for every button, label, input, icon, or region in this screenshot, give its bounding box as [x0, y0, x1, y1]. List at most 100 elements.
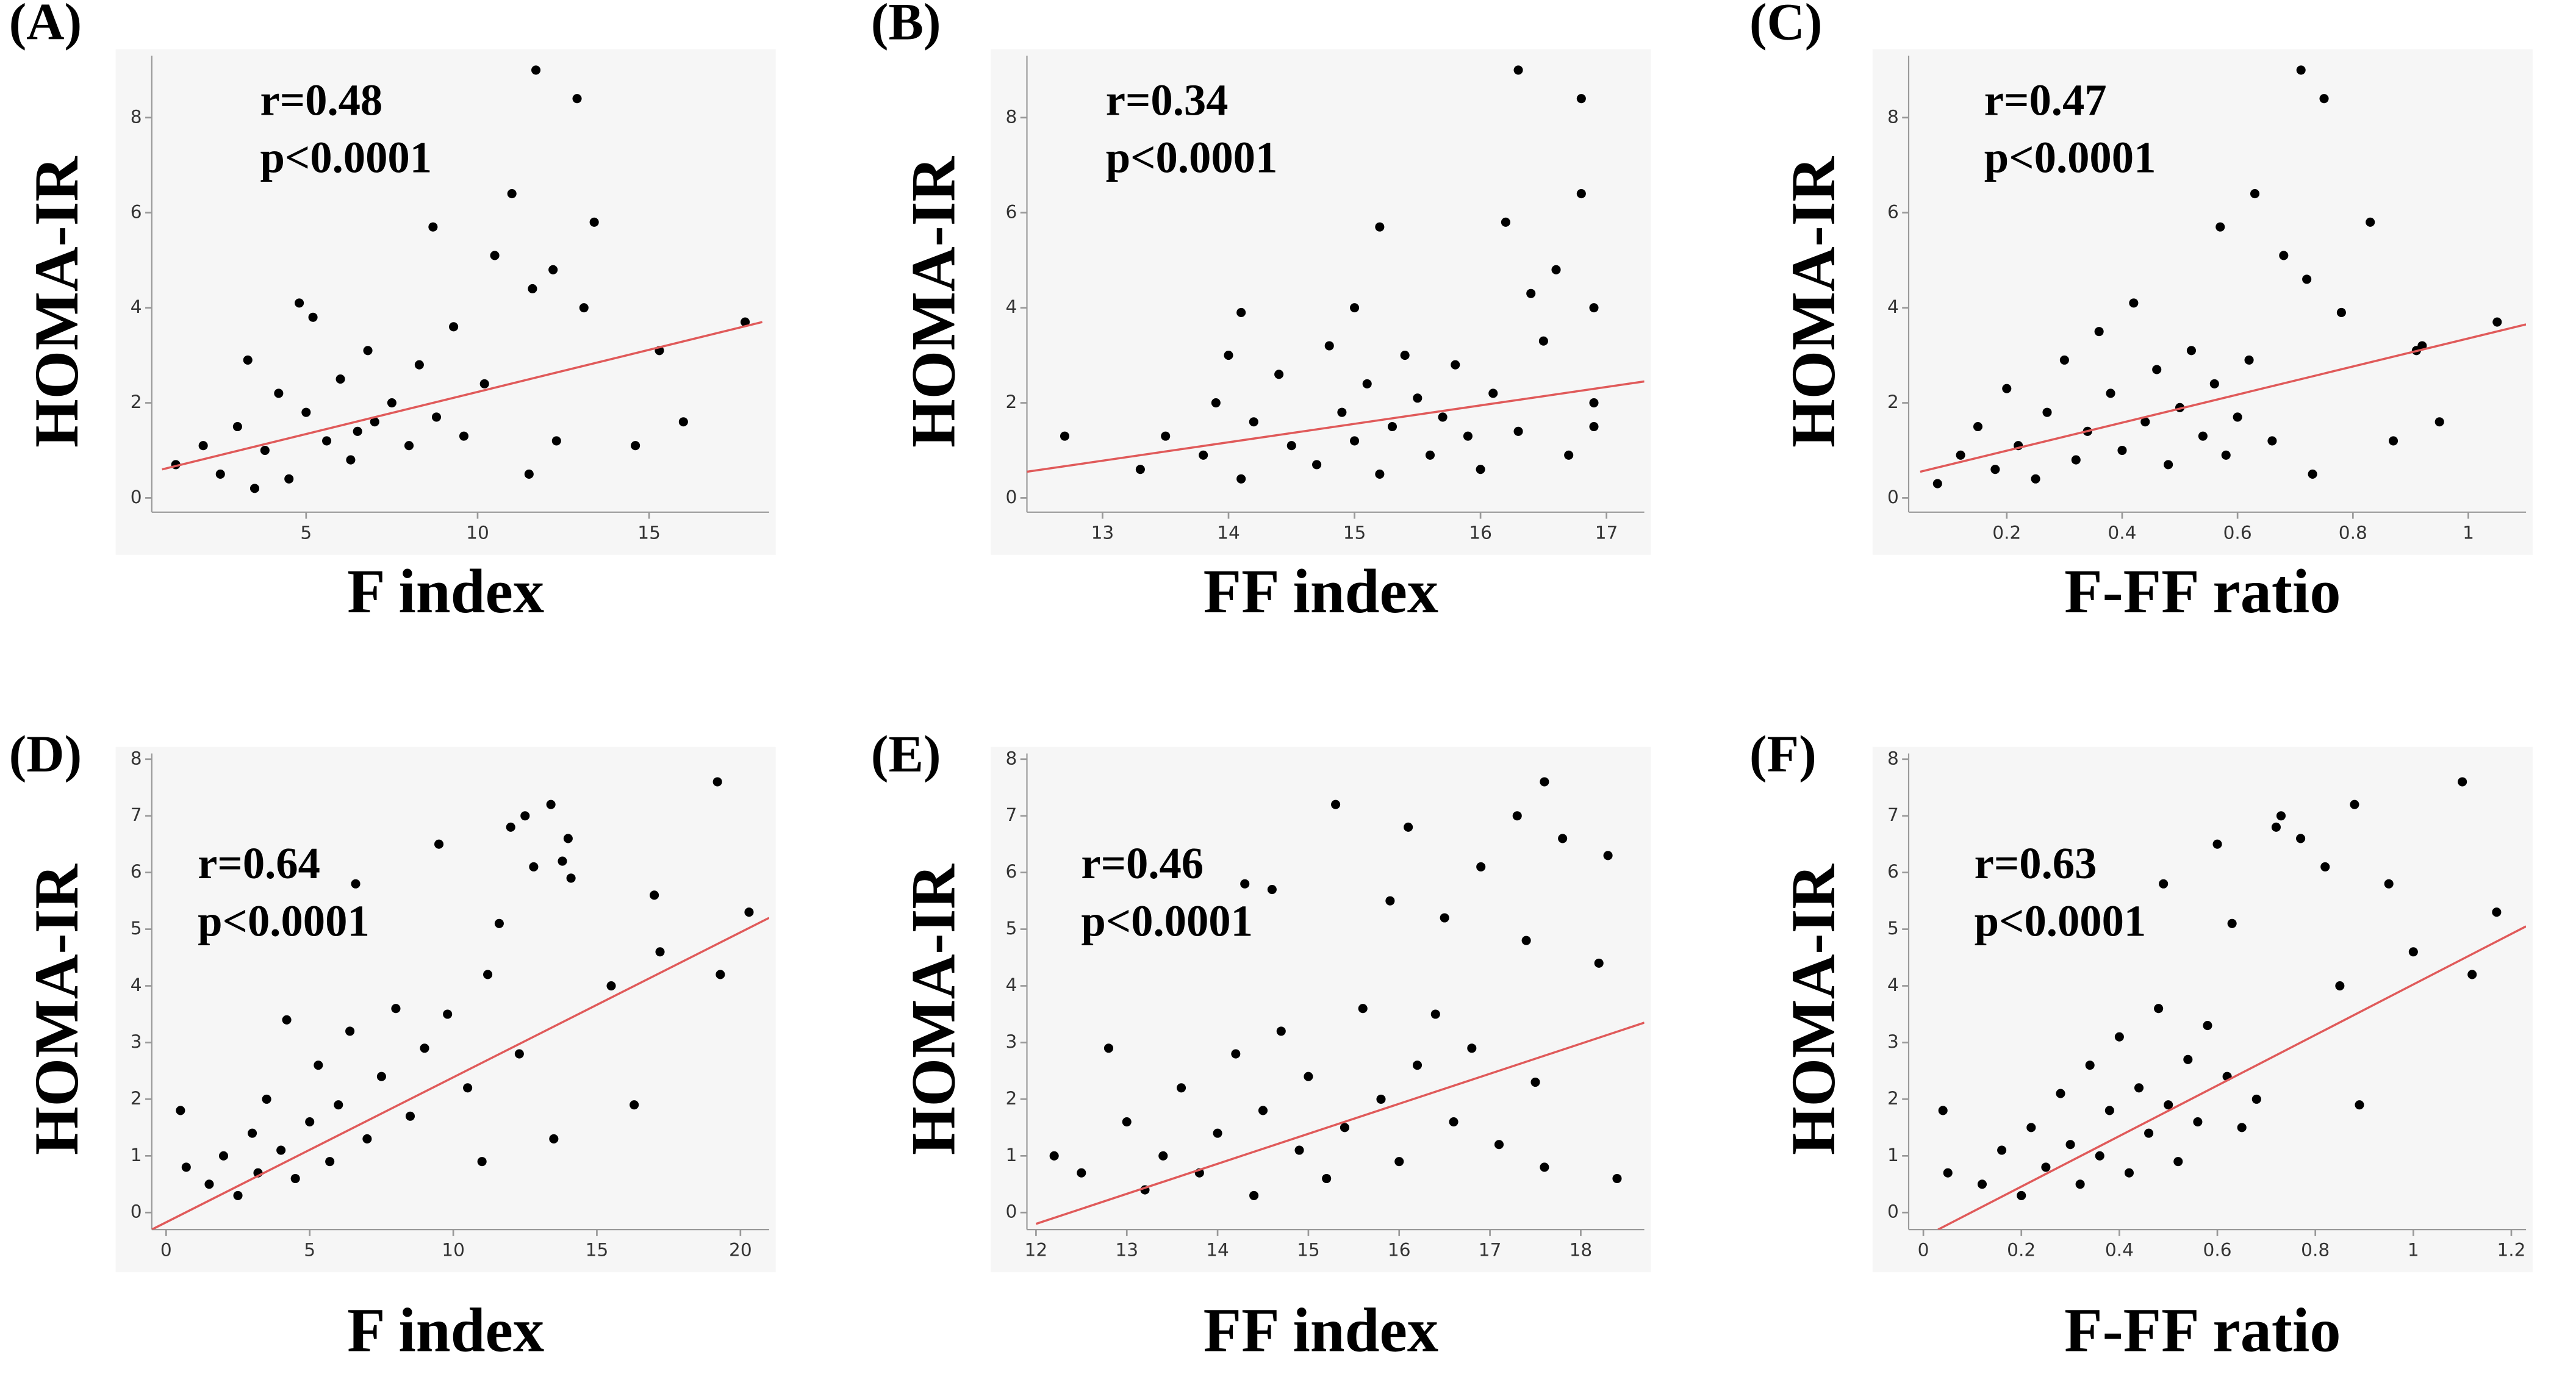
- point: [2056, 1089, 2065, 1098]
- point: [335, 374, 345, 384]
- point: [1513, 65, 1523, 75]
- point: [2209, 379, 2219, 388]
- point: [1211, 398, 1221, 408]
- point: [1161, 431, 1171, 441]
- point: [1603, 851, 1613, 861]
- point: [2042, 407, 2052, 417]
- point: [548, 265, 558, 274]
- point: [606, 981, 616, 991]
- point: [274, 388, 284, 398]
- y-tick-label: 2: [1887, 392, 1899, 412]
- trend-line: [1937, 925, 2527, 1230]
- point: [1375, 469, 1385, 479]
- point: [2159, 879, 2169, 889]
- point: [2095, 1151, 2104, 1161]
- panel-label: (A): [9, 0, 82, 51]
- point: [260, 445, 270, 456]
- point: [1997, 1145, 2007, 1155]
- plot-background: [991, 49, 1651, 555]
- y-tick-label: 4: [1887, 975, 1899, 995]
- x-tick-label: 13: [1091, 522, 1114, 543]
- point: [2355, 1100, 2364, 1110]
- point: [1249, 1190, 1259, 1200]
- point: [1400, 351, 1410, 360]
- annotation: r=0.64: [198, 839, 320, 888]
- x-tick-label: 0.2: [2007, 1240, 2036, 1261]
- x-tick-label: 0.4: [2105, 1240, 2134, 1261]
- panel: 0 0.2 0.4 0.6 0.8 1 1.2 0 1 2 3 4 5 6 7 8 r=0.63 p<0.0001…: [1749, 725, 2533, 1365]
- annotation: r=0.34: [1106, 75, 1229, 124]
- point: [549, 1134, 559, 1143]
- point: [2336, 307, 2346, 317]
- point: [1467, 1043, 1477, 1053]
- point: [2059, 355, 2069, 365]
- x-tick-label: 0.8: [2301, 1240, 2330, 1261]
- point: [1286, 441, 1296, 451]
- point: [2154, 1004, 2164, 1014]
- point: [276, 1145, 286, 1155]
- plot-background: [115, 746, 776, 1273]
- x-axis-title: F-FF ratio: [2064, 557, 2341, 626]
- y-axis-title: HOMA-IR: [899, 156, 968, 448]
- point: [232, 421, 242, 432]
- point: [2458, 777, 2467, 787]
- point: [506, 822, 515, 832]
- point: [572, 94, 582, 104]
- x-tick-label: 0.4: [2108, 522, 2136, 543]
- point: [2302, 274, 2312, 284]
- plot-background: [1872, 746, 2533, 1273]
- point: [387, 398, 396, 408]
- panel: 12 13 14 15 16 17 18012345678r=0.46p<0.0001(E)…: [871, 725, 1651, 1365]
- trend-line: [162, 321, 763, 471]
- point: [494, 918, 504, 928]
- point: [282, 1015, 292, 1025]
- point: [2017, 1190, 2026, 1200]
- point: [218, 1151, 229, 1161]
- x-tick-label: 0.2: [1992, 522, 2021, 543]
- point: [449, 322, 459, 332]
- y-tick-label: 2: [1006, 392, 1017, 412]
- panel: 5 10 15 0 2 4 6 8 r=0.48 p<0.0001 (A) F index HOMA-I…: [9, 0, 776, 626]
- y-tick-label: 0: [1006, 487, 1017, 507]
- point: [2244, 355, 2254, 365]
- x-tick-label: 0: [160, 1240, 172, 1261]
- point: [243, 355, 253, 365]
- point: [2026, 1123, 2036, 1132]
- point: [507, 189, 517, 199]
- point: [233, 1190, 243, 1200]
- panel: 13 14 15 16 17 0 2 4 6 8 r=0.34 p<0.0001 (B) FF index…: [871, 0, 1651, 626]
- point: [1451, 360, 1460, 370]
- point: [2308, 469, 2317, 479]
- point: [1304, 1072, 1313, 1081]
- point: [420, 1043, 429, 1053]
- point: [2124, 1168, 2134, 1178]
- point: [2319, 94, 2329, 104]
- point: [579, 303, 589, 313]
- point: [2492, 317, 2502, 327]
- point: [322, 436, 332, 446]
- point: [1362, 379, 1372, 388]
- point: [1331, 800, 1341, 809]
- y-tick-label: 3: [131, 1031, 142, 1052]
- point: [2203, 1021, 2212, 1031]
- point: [2134, 1083, 2144, 1093]
- y-tick-label: 6: [1006, 201, 1017, 222]
- annotation: r=0.46: [1081, 839, 1204, 888]
- point: [1612, 1173, 1622, 1184]
- point: [1513, 426, 1523, 436]
- point: [249, 484, 260, 493]
- point: [405, 1111, 415, 1121]
- point: [2227, 918, 2237, 928]
- point: [459, 431, 469, 441]
- y-tick-label: 2: [1887, 1088, 1899, 1109]
- y-axis-title: HOMA-IR: [1779, 864, 1848, 1155]
- point: [1199, 450, 1208, 460]
- annotation: p<0.0001: [1106, 133, 1278, 182]
- point: [712, 777, 722, 787]
- point: [1236, 307, 1246, 317]
- annotation: r=0.63: [1975, 839, 2097, 888]
- point: [262, 1094, 271, 1104]
- y-tick-label: 1: [1887, 1145, 1899, 1165]
- annotation: p<0.0001: [1081, 896, 1253, 945]
- point: [391, 1004, 401, 1014]
